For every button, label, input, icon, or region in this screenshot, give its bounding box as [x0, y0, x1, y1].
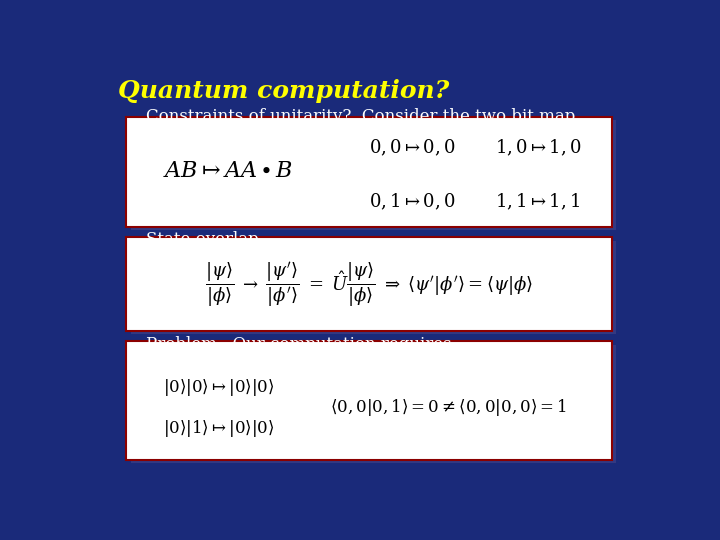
- Text: $AB \mapsto AA \bullet B$: $AB \mapsto AA \bullet B$: [163, 161, 292, 181]
- Text: $1,1 \mapsto 1,1$: $1,1 \mapsto 1,1$: [495, 192, 580, 212]
- Text: Problem.  Our computation requires: Problem. Our computation requires: [145, 336, 451, 353]
- FancyBboxPatch shape: [131, 241, 616, 334]
- Text: $\dfrac{|\psi\rangle}{|\phi\rangle}$$\;\rightarrow\;$$\dfrac{|\psi'\rangle}{|\ph: $\dfrac{|\psi\rangle}{|\phi\rangle}$$\;\…: [205, 260, 533, 309]
- Text: $|0\rangle|0\rangle\mapsto|0\rangle|0\rangle$: $|0\rangle|0\rangle\mapsto|0\rangle|0\ra…: [163, 376, 274, 397]
- Text: State overlap: State overlap: [145, 231, 258, 248]
- FancyBboxPatch shape: [126, 238, 612, 331]
- FancyBboxPatch shape: [131, 120, 616, 230]
- Text: $|0\rangle|1\rangle\mapsto|0\rangle|0\rangle$: $|0\rangle|1\rangle\mapsto|0\rangle|0\ra…: [163, 418, 274, 439]
- FancyBboxPatch shape: [126, 341, 612, 460]
- Text: Constraints of unitarity?  Consider the two bit map: Constraints of unitarity? Consider the t…: [145, 109, 575, 125]
- Text: $\langle 0,0|0,1\rangle = 0 \neq \langle 0,0|0,0\rangle = 1$: $\langle 0,0|0,1\rangle = 0 \neq \langle…: [330, 397, 567, 418]
- FancyBboxPatch shape: [131, 345, 616, 463]
- Text: $1,0 \mapsto 1,0$: $1,0 \mapsto 1,0$: [495, 138, 581, 158]
- FancyBboxPatch shape: [126, 117, 612, 227]
- Text: Quantum computation?: Quantum computation?: [118, 79, 449, 103]
- Text: $0,0 \mapsto 0,0$: $0,0 \mapsto 0,0$: [369, 138, 456, 158]
- Text: $0,1 \mapsto 0,0$: $0,1 \mapsto 0,0$: [369, 192, 456, 212]
